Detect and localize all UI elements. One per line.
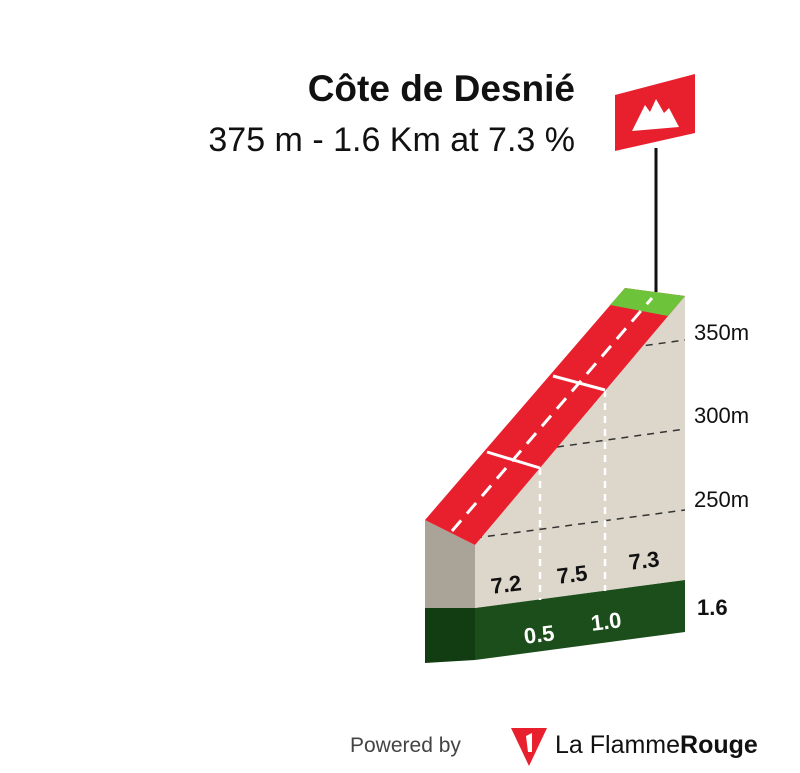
- distance-label: 0.5: [522, 620, 555, 649]
- road: [425, 288, 685, 545]
- grid-line: [556, 428, 686, 448]
- altitude-label: 250m: [694, 487, 749, 512]
- road-divider: [552, 374, 606, 392]
- grid-line: [474, 509, 686, 539]
- altitude-label: 350m: [694, 320, 749, 345]
- climb-title: Côte de Desnié: [308, 68, 575, 109]
- climb-subtitle: 375 m - 1.6 Km at 7.3 %: [208, 121, 575, 159]
- road-divider: [486, 450, 541, 470]
- brand-name: La FlammeRouge: [555, 731, 758, 759]
- profile-side: [425, 520, 475, 608]
- base-side: [425, 608, 475, 663]
- gradient-label: 7.2: [489, 570, 522, 599]
- profile-front: [475, 296, 685, 608]
- distance-label: 1.0: [589, 607, 622, 636]
- mountain-icon: [632, 99, 679, 131]
- gradient-label: 7.3: [627, 546, 660, 575]
- brand-light: La Flamme: [555, 731, 680, 759]
- base-front: [475, 580, 685, 660]
- grid-line: [619, 339, 686, 350]
- altitude-label: 300m: [694, 403, 749, 428]
- total-distance: 1.6: [697, 595, 728, 620]
- road-centerline: [450, 297, 654, 532]
- gradient-label: 7.5: [555, 560, 588, 589]
- brand-bold: Rouge: [680, 731, 758, 759]
- powered-by: Powered by: [350, 734, 461, 757]
- brand-logo-mark: [526, 733, 532, 752]
